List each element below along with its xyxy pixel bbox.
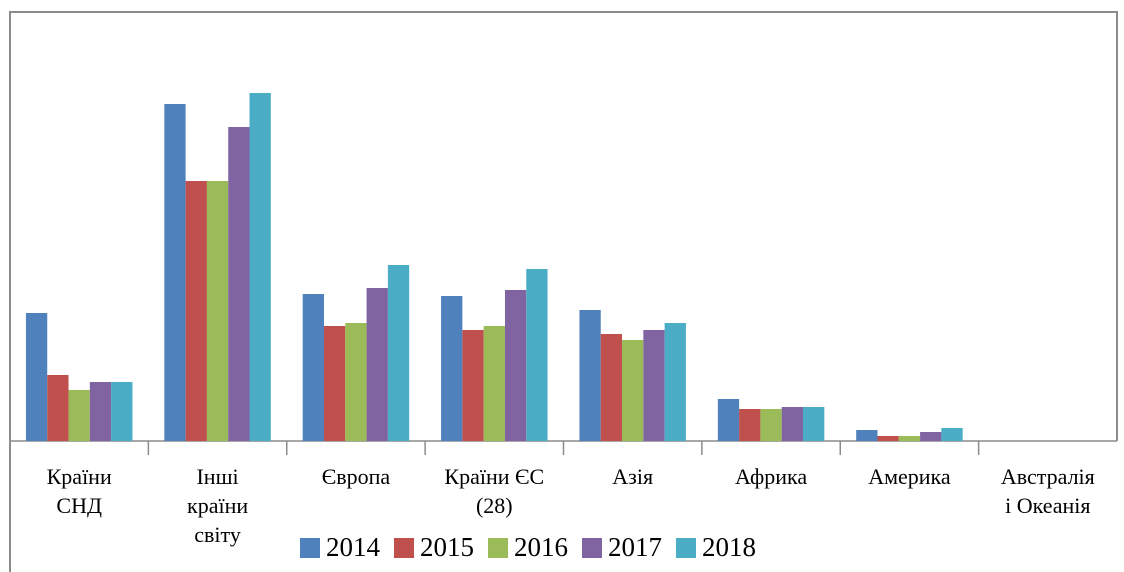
legend-item: 2014 — [300, 532, 380, 563]
x-tick-label: Азія — [612, 464, 654, 489]
legend-item: 2017 — [582, 532, 662, 563]
legend: 2014 2015 2016 2017 2018 — [300, 532, 756, 563]
legend-label: 2014 — [326, 532, 380, 562]
bar — [739, 409, 761, 441]
frame — [9, 11, 1118, 572]
x-tick-label: Іншi країни світу — [187, 464, 249, 547]
legend-swatch — [582, 537, 602, 558]
bar — [600, 334, 623, 441]
bar — [462, 330, 484, 441]
legend-label: 2015 — [420, 532, 474, 562]
bar — [526, 269, 548, 441]
bar — [877, 436, 899, 441]
bar — [228, 127, 250, 441]
bar — [68, 390, 90, 441]
bar — [302, 294, 324, 441]
bar — [387, 265, 410, 441]
bar — [781, 407, 804, 441]
x-tick-label: Австралія і Океанія — [1000, 464, 1095, 518]
legend-label: 2016 — [514, 532, 568, 562]
bar — [164, 104, 186, 441]
x-tick-label: Країни СНД — [46, 464, 112, 518]
bar — [111, 382, 133, 441]
legend-item: 2015 — [394, 532, 474, 563]
legend-item: 2018 — [676, 532, 756, 563]
legend-swatch — [676, 537, 696, 558]
x-tick-label: Країни ЄС (28) — [444, 464, 545, 518]
bar — [717, 399, 740, 441]
legend-item: 2016 — [488, 532, 568, 563]
legend-label: 2017 — [608, 532, 662, 562]
bar — [441, 296, 463, 441]
legend-label: 2018 — [702, 532, 756, 562]
x-tick-label: Африка — [734, 464, 808, 489]
x-tick-label: Європа — [321, 464, 391, 489]
bar — [206, 181, 229, 441]
bar — [760, 409, 782, 441]
bar — [345, 323, 367, 441]
bar — [185, 181, 207, 441]
bar — [920, 432, 942, 441]
bar — [249, 93, 271, 441]
legend-swatch — [488, 537, 508, 558]
bar — [47, 375, 69, 441]
legend-swatch — [394, 537, 414, 558]
bar — [89, 382, 112, 441]
bar — [803, 407, 825, 441]
bar — [483, 326, 505, 441]
bar — [323, 326, 346, 441]
bar — [504, 290, 527, 441]
bar — [856, 430, 878, 441]
bar — [25, 313, 48, 441]
x-tick-label: Америка — [868, 464, 951, 489]
bar — [941, 428, 963, 441]
bar — [898, 436, 921, 441]
bar — [664, 323, 686, 441]
bar — [622, 340, 644, 441]
bar — [643, 330, 665, 441]
bar — [366, 288, 388, 441]
legend-swatch — [300, 537, 320, 558]
bar — [579, 310, 601, 441]
